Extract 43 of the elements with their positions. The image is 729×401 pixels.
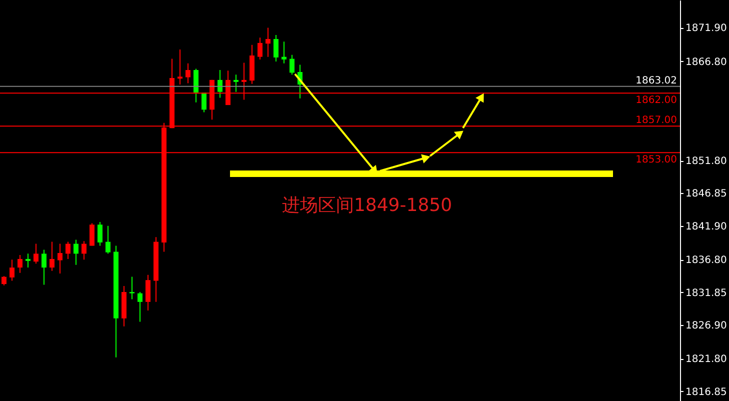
candlestick bbox=[290, 54, 294, 76]
candlestick bbox=[98, 221, 102, 246]
y-tick-label: 1836.80 bbox=[686, 255, 727, 266]
candlestick bbox=[34, 243, 38, 264]
candlestick bbox=[130, 276, 134, 300]
candlestick bbox=[138, 291, 142, 322]
candlestick bbox=[258, 37, 262, 60]
ref-line-label: 1863.02 bbox=[636, 75, 677, 86]
y-tick-label: 1831.85 bbox=[686, 288, 727, 299]
candlestick bbox=[202, 92, 206, 113]
y-tick-label: 1851.80 bbox=[686, 156, 727, 168]
ref-line-label: 1853.00 bbox=[636, 154, 677, 166]
candlestick bbox=[234, 74, 238, 92]
candlestick bbox=[266, 27, 270, 58]
candlestick bbox=[2, 276, 6, 286]
candlestick bbox=[146, 274, 150, 311]
candlestick bbox=[42, 249, 46, 286]
y-tick-label: 1826.90 bbox=[686, 320, 727, 332]
candlestick bbox=[194, 68, 198, 103]
y-tick-label: 1816.85 bbox=[686, 386, 727, 398]
candlestick bbox=[50, 241, 54, 272]
candlestick bbox=[106, 225, 110, 254]
y-tick-label: 1846.85 bbox=[686, 188, 727, 200]
candlestick bbox=[186, 62, 190, 84]
candlestick bbox=[90, 222, 94, 246]
y-tick-label: 1871.90 bbox=[686, 23, 727, 34]
annotation: 进场区间1849-1850 bbox=[282, 195, 452, 216]
candlestick bbox=[18, 254, 22, 274]
candlestick bbox=[218, 70, 222, 98]
ref-line-label: 1857.00 bbox=[636, 115, 677, 126]
candlestick bbox=[282, 41, 286, 64]
candlestick bbox=[26, 253, 30, 268]
candlestick bbox=[10, 259, 14, 282]
candlestick bbox=[58, 243, 62, 274]
y-tick-label: 1866.80 bbox=[686, 56, 727, 68]
candlestick bbox=[178, 49, 182, 86]
candlestick bbox=[66, 241, 70, 260]
ref-line-label: 1862.00 bbox=[636, 95, 677, 106]
candlestick bbox=[274, 34, 278, 62]
y-tick-label: 1821.80 bbox=[686, 354, 727, 366]
y-tick-label: 1841.90 bbox=[686, 221, 727, 232]
candlestick bbox=[82, 240, 86, 260]
candlestick bbox=[74, 239, 78, 266]
